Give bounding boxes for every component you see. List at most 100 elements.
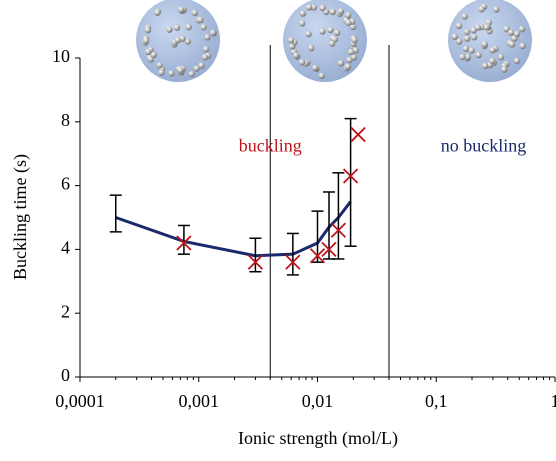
particle [337,60,345,67]
particle [351,36,358,44]
particle [177,67,184,74]
particle [513,57,521,65]
particle [154,9,161,16]
particle [310,4,318,11]
particle [298,20,306,27]
x-marker [176,235,192,251]
particle [347,48,355,56]
particle [468,47,475,54]
particle [174,36,182,44]
particle [204,34,211,41]
error-bar [177,224,190,255]
particle [197,16,204,24]
error-bar [332,172,345,260]
particle [292,52,300,59]
particle [470,34,478,41]
particle [470,27,477,34]
particle [185,23,192,31]
particle [344,63,352,70]
particle [201,54,209,61]
x-marker [342,168,359,184]
particle [298,59,306,66]
particle [144,26,152,34]
particle [329,8,337,16]
model-line [115,200,352,258]
particle [193,65,200,72]
x-marker [309,248,326,264]
particle [489,57,496,65]
particle [305,30,312,38]
particle [501,66,508,73]
annotation: buckling [239,135,302,155]
error-bar [344,117,357,247]
annotation: no buckling [441,135,527,155]
x-tick-label: 0,0001 [55,391,105,411]
particle [462,45,470,52]
particle [318,72,325,80]
particle [497,53,505,61]
particle [177,6,185,13]
particle-disc [448,0,532,82]
particle [455,22,463,30]
particle [463,28,471,36]
particle [459,53,466,61]
particle [184,38,192,45]
particle [198,62,205,69]
x-tick-label: 0,1 [425,391,448,411]
particle [507,29,515,36]
particle [349,23,357,31]
x-marker [285,254,301,270]
x-axis-title: Ionic strength (mol/L) [238,428,398,449]
particle [483,24,490,31]
error-bar [109,194,122,233]
particle [337,8,345,15]
x-tick-label: 0,01 [302,391,334,411]
particle [311,64,319,72]
particle [319,4,326,12]
particle [333,29,341,36]
particle [481,41,489,48]
particle [173,24,181,31]
y-axis-title: Buckling time (s) [10,154,31,280]
y-tick-label: 8 [61,110,70,130]
particle [305,4,313,11]
particle [327,26,334,34]
particle [328,40,336,47]
y-tick-label: 6 [61,174,70,194]
particle [456,38,463,45]
y-tick-label: 10 [52,46,70,66]
particle [489,47,496,54]
y-tick-label: 2 [61,301,70,321]
y-tick-label: 4 [61,238,70,258]
particle [344,11,352,19]
particle [461,13,468,20]
particle [345,19,352,26]
error-bar [286,232,299,276]
particle [168,70,175,77]
particle [145,48,152,56]
particle [308,44,315,52]
particle [451,33,459,41]
error-bar [249,237,262,273]
particle-icons [136,0,532,82]
particle [147,56,154,63]
particle [142,37,150,45]
x-marker [321,241,337,258]
particle [200,23,207,31]
x-tick-label: 1 [551,391,556,411]
x-marker [330,222,347,238]
particle [475,51,482,59]
particle [464,53,472,61]
particle [508,41,516,48]
particle [287,37,295,44]
particle [519,42,526,50]
particle [346,56,353,64]
particle [478,5,485,13]
particle [493,6,500,13]
particle [156,62,163,69]
particle [191,9,199,17]
particle [518,25,526,33]
particle [299,10,307,17]
particle [482,62,489,70]
